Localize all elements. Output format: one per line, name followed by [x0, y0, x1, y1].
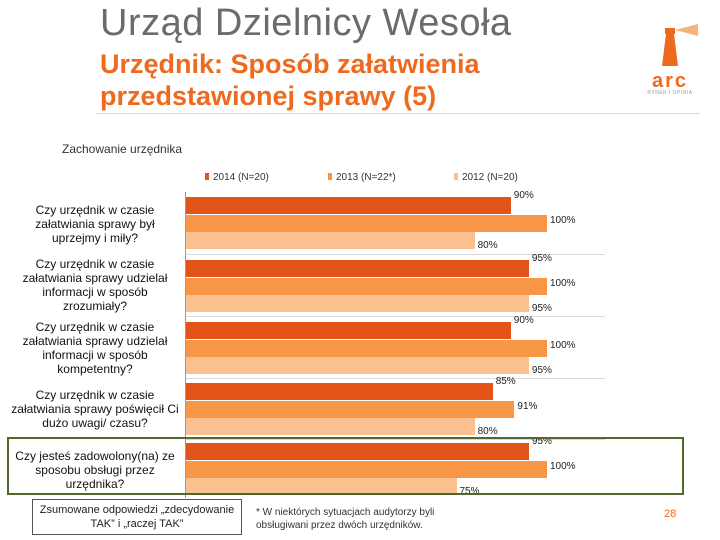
bar-value-label: 95%	[531, 303, 552, 314]
bar-q4-2012	[185, 418, 475, 435]
logo-subtext: RYNEK I OPINIA	[647, 90, 693, 96]
bar-q2-2013	[185, 277, 547, 295]
legend-label-2013: 2013 (N=22*)	[336, 172, 396, 183]
page-subtitle: Urzędnik: Sposób załatwienia przedstawio…	[100, 49, 480, 111]
bar-value-label: 90%	[513, 315, 534, 326]
summary-note: Zsumowane odpowiedzi „zdecydowanie TAK” …	[32, 499, 242, 535]
bar-value-label: 80%	[477, 426, 498, 437]
bar-q4-2014	[185, 383, 493, 400]
bar-q3-2014	[185, 322, 511, 339]
header-divider	[96, 113, 700, 114]
question-label-1: Czy urzędnik w czasie załatwiania sprawy…	[35, 203, 155, 245]
bar-value-label: 80%	[477, 240, 498, 251]
bar-q4-2013	[185, 400, 515, 418]
bar-q1-2013	[185, 214, 547, 232]
group-separator	[185, 378, 605, 379]
legend-item-2012: 2012 (N=20)	[454, 172, 518, 183]
group-separator	[185, 439, 605, 440]
footnote: * W niektórych sytuacjach audytorzy byli…	[256, 507, 435, 531]
bar-q5-2014	[185, 443, 529, 460]
page-title: Urząd Dzielnicy Wesoła	[100, 2, 512, 44]
bar-q2-2012	[185, 295, 529, 312]
bar-value-label: 100%	[550, 214, 576, 226]
question-label-3: Czy urzędnik w czasie załatwiania sprawy…	[22, 320, 168, 376]
lighthouse-icon	[662, 24, 698, 66]
question-label-4: Czy urzędnik w czasie załatwiania sprawy…	[11, 388, 179, 430]
bar-value-label: 91%	[517, 400, 538, 412]
logo-text: arc	[651, 70, 689, 92]
chart-axis	[185, 192, 186, 498]
bar-q5-2013	[185, 460, 547, 478]
group-separator	[185, 254, 605, 255]
bar-value-label: 100%	[550, 339, 576, 351]
bar-value-label: 95%	[531, 365, 552, 376]
legend-swatch-2013	[328, 173, 332, 180]
legend-label-2014: 2014 (N=20)	[213, 172, 269, 183]
legend-label-2012: 2012 (N=20)	[462, 172, 518, 183]
bar-value-label: 100%	[550, 460, 576, 472]
bar-value-label: 75%	[459, 486, 480, 497]
bar-q3-2012	[185, 357, 529, 374]
legend-swatch-2012	[454, 173, 458, 180]
bar-q1-2012	[185, 232, 475, 249]
group-separator	[185, 316, 605, 317]
bar-value-label: 95%	[531, 436, 552, 447]
bar-q5-2012	[185, 478, 457, 495]
bar-value-label: 100%	[550, 277, 576, 289]
legend-item-2013: 2013 (N=22*)	[328, 172, 396, 183]
legend-swatch-2014	[205, 173, 209, 180]
page-number: 28	[664, 508, 677, 520]
chart-title: Zachowanie urzędnika	[62, 142, 183, 156]
bar-q2-2014	[185, 260, 529, 277]
question-label-5: Czy jesteś zadowolony(na) ze sposobu obs…	[15, 449, 175, 491]
highlight-frame	[7, 437, 684, 495]
arc-logo: arc RYNEK I OPINIA	[640, 24, 700, 96]
bar-value-label: 90%	[513, 190, 534, 201]
legend-item-2014: 2014 (N=20)	[205, 172, 269, 183]
bar-q1-2014	[185, 197, 511, 214]
bar-value-label: 85%	[495, 376, 516, 387]
bar-value-label: 95%	[531, 253, 552, 264]
bar-q3-2013	[185, 339, 547, 357]
question-label-2: Czy urzędnik w czasie załatwiania sprawy…	[22, 257, 168, 313]
